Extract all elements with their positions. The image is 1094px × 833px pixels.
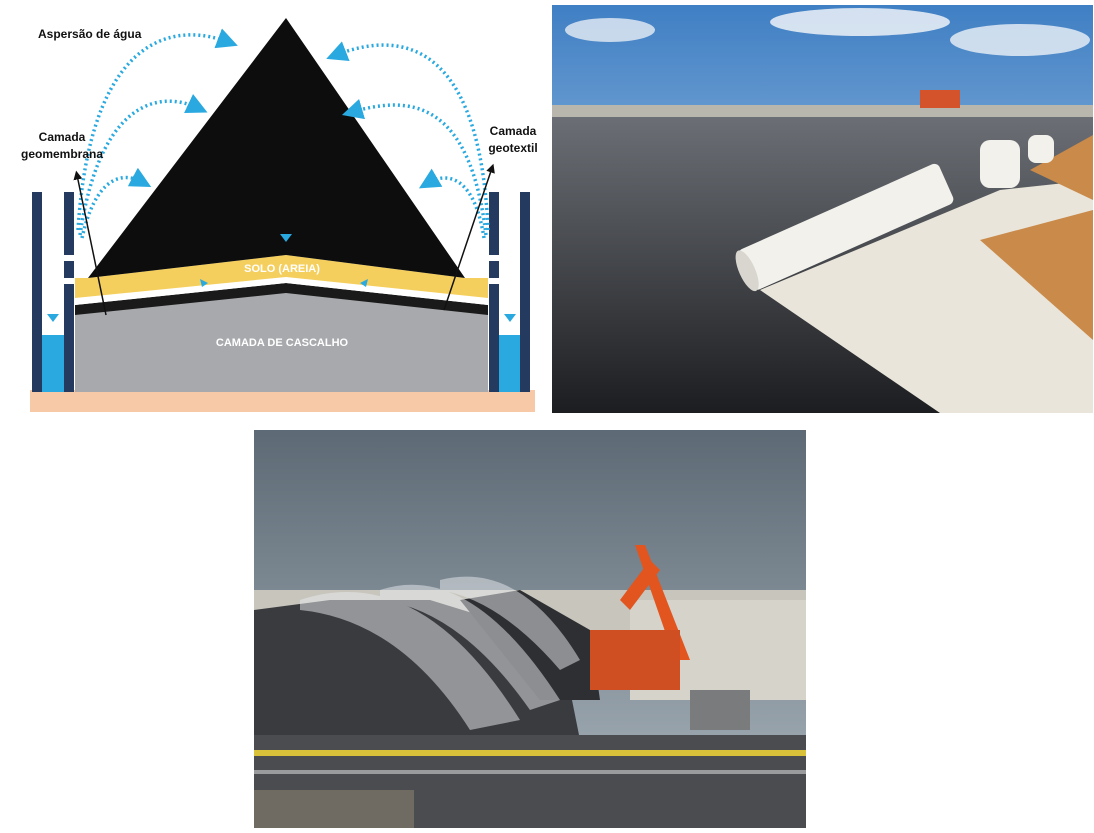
soil-label: SOLO (AREIA) [244,263,320,275]
ground [30,390,535,412]
walls [32,192,530,392]
geomembrane-label: Camada [39,130,86,144]
water-spray-label: Aspersão de água [38,27,142,41]
pointer [443,163,495,311]
geotextile-label: Camada [490,124,537,138]
photo-stockyard [254,430,806,828]
geomembrane-label: geomembrana [21,147,103,161]
geomembrane [75,283,488,315]
stockpile [88,18,465,278]
geotextile [75,277,488,305]
gravel-label: CAMADA DE CASCALHO [216,337,349,349]
geotextile-label: geotextil [488,141,537,155]
spray-arcs [76,28,490,239]
soil-layer [75,255,488,298]
diagram: Aspersão de água Camada geomembrana Cama… [21,18,538,412]
gravel-layer [75,290,488,392]
photo-liner [552,5,1093,413]
pointer [73,170,107,316]
